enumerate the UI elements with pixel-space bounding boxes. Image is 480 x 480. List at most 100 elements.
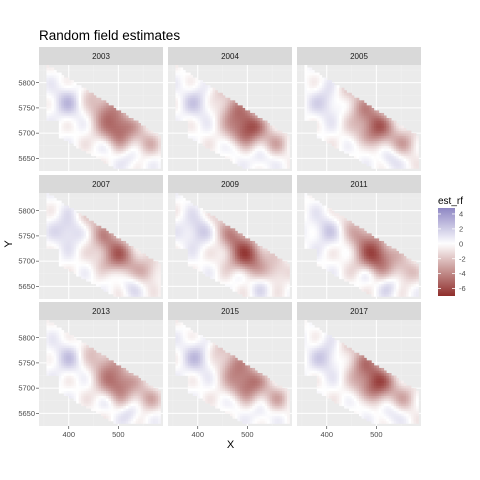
heat-cell — [217, 145, 221, 149]
heat-cell — [324, 87, 328, 91]
heat-cell — [257, 253, 261, 257]
heat-cell — [222, 102, 226, 106]
heat-cell — [93, 256, 97, 259]
heat-cell — [78, 92, 82, 96]
heat-cell — [145, 273, 149, 277]
heat-cell — [406, 135, 409, 139]
heat-cell — [101, 138, 104, 142]
heat-cell — [187, 258, 191, 262]
heat-cell — [138, 278, 141, 282]
heat-cell — [212, 228, 216, 232]
heat-cell — [150, 288, 154, 292]
heat-cell — [341, 140, 345, 144]
heat-cell — [98, 105, 102, 109]
heat-cell — [86, 218, 89, 222]
heat-cell — [108, 263, 112, 267]
heat-cell — [244, 150, 248, 154]
heat-cell — [177, 92, 181, 96]
heat-cell — [185, 75, 189, 78]
heat-cell — [91, 100, 94, 104]
heat-cell — [210, 118, 213, 121]
heat-cell — [215, 97, 218, 101]
heat-cell — [197, 223, 201, 227]
heat-cell — [58, 130, 62, 134]
heat-cell — [113, 271, 117, 275]
heat-cell — [105, 266, 109, 270]
heat-cell — [135, 261, 139, 264]
heat-cell — [138, 123, 141, 126]
heat-cell — [316, 95, 320, 99]
heat-cell — [86, 228, 89, 232]
heat-cell — [78, 230, 82, 234]
heat-cell — [341, 112, 345, 116]
heat-cell — [73, 223, 77, 227]
heat-cell — [118, 240, 122, 244]
heat-cell — [81, 251, 84, 254]
heat-cell — [237, 278, 241, 282]
heat-cell — [341, 92, 345, 96]
heat-cell — [138, 258, 141, 262]
heat-cell — [78, 225, 82, 229]
heat-cell — [373, 163, 377, 167]
heat-cell — [61, 261, 65, 264]
heat-cell — [190, 107, 194, 111]
heat-cell — [304, 82, 308, 86]
heat-cell — [125, 266, 129, 270]
heat-cell — [182, 243, 186, 247]
heat-cell — [210, 125, 213, 129]
heat-cell — [401, 163, 404, 167]
heat-cell — [334, 97, 337, 101]
heat-cell — [61, 253, 65, 257]
heat-cell — [220, 110, 223, 114]
heat-cell — [66, 228, 70, 232]
heat-cell — [187, 220, 191, 224]
heat-cell — [269, 276, 273, 280]
heat-cell — [334, 90, 337, 94]
heat-cell — [408, 165, 412, 169]
heat-cell — [259, 145, 263, 149]
heat-cell — [309, 107, 313, 111]
heat-cell — [237, 286, 241, 290]
heat-cell — [249, 165, 253, 169]
heat-cell — [383, 125, 387, 129]
heat-cell — [182, 97, 186, 101]
heat-cell — [91, 223, 94, 227]
heat-cell — [326, 120, 330, 124]
heat-cell — [108, 266, 112, 270]
heat-cell — [205, 220, 208, 224]
heat-cell — [225, 153, 228, 157]
heat-cell — [264, 283, 268, 287]
heat-cell — [336, 118, 340, 121]
heat-cell — [252, 120, 256, 124]
heat-cell — [309, 115, 313, 119]
heat-cell — [180, 210, 184, 214]
heat-cell — [237, 153, 241, 157]
heat-cell — [177, 70, 181, 73]
heat-cell — [108, 118, 112, 121]
heat-cell — [349, 115, 352, 119]
heat-cell — [217, 100, 221, 104]
heat-cell — [86, 135, 89, 139]
heat-cell — [53, 95, 57, 99]
heat-cell — [336, 115, 340, 119]
heat-cell — [53, 70, 57, 73]
heat-cell — [118, 130, 122, 134]
heat-cell — [210, 256, 213, 259]
heat-cell — [192, 261, 196, 264]
heat-cell — [326, 133, 330, 136]
heat-cell — [215, 138, 218, 142]
heat-cell — [287, 165, 290, 169]
heat-cell — [81, 233, 84, 237]
heat-cell — [133, 258, 137, 262]
heat-cell — [329, 80, 333, 83]
heat-cell — [150, 163, 154, 167]
heat-cell — [331, 128, 335, 131]
heat-cell — [212, 268, 216, 272]
heat-cell — [180, 92, 184, 96]
heat-cell — [96, 140, 99, 144]
heat-cell — [264, 143, 268, 147]
heat-cell — [98, 256, 102, 259]
heat-cell — [108, 138, 112, 142]
heat-cell — [341, 148, 345, 152]
heat-cell — [105, 153, 109, 157]
